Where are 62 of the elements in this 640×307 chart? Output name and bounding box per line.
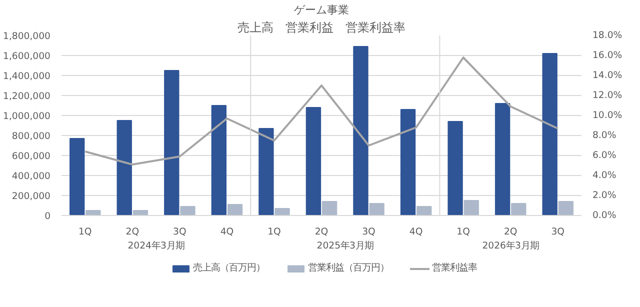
x-tick-label: 1Q xyxy=(456,226,470,238)
bar xyxy=(70,138,85,216)
bar xyxy=(369,203,384,216)
bar xyxy=(542,53,558,216)
y-tick-label: 1,400,000 xyxy=(3,71,51,82)
y2-tick-label: 0.0% xyxy=(592,210,616,221)
y-tick-label: 1,600,000 xyxy=(3,51,51,62)
x-tick-label: 3Q xyxy=(173,226,186,238)
x-tick-label: 3Q xyxy=(362,226,376,238)
y-tick-label: 1,200,000 xyxy=(3,91,51,102)
y-tick-label: 400,000 xyxy=(12,171,51,182)
y2-tick-label: 16.0% xyxy=(592,50,622,61)
legend-label: 営業利益（百万円） xyxy=(308,262,389,274)
bar xyxy=(353,46,368,216)
x-tick-label: 2Q xyxy=(126,226,140,238)
legend-label: 営業利益率 xyxy=(432,262,477,274)
bar xyxy=(322,201,338,216)
x-tick-label: 2Q xyxy=(314,226,328,238)
legend-label: 売上高（百万円） xyxy=(193,262,265,274)
y2-tick-label: 18.0% xyxy=(592,30,622,41)
x-tick-label: 1Q xyxy=(268,226,281,238)
text: 2024年3月期 xyxy=(128,240,184,252)
bar xyxy=(416,206,432,216)
y2-tick-label: 14.0% xyxy=(592,70,622,81)
bar xyxy=(258,128,274,216)
chart-subtitle: 売上高 営業利益 営業利益率 xyxy=(238,20,406,34)
bar xyxy=(116,120,132,216)
line-series xyxy=(84,56,559,166)
y-tick-label: 1,800,000 xyxy=(3,31,51,42)
y2-tick-label: 4.0% xyxy=(592,170,616,181)
bar xyxy=(306,107,322,216)
y-tick-label: 600,000 xyxy=(12,151,51,162)
bar xyxy=(274,208,290,216)
bar xyxy=(164,70,180,216)
y2-tick-label: 8.0% xyxy=(592,130,616,141)
bar xyxy=(494,103,510,216)
text: 2026年3月期 xyxy=(482,240,539,252)
bar xyxy=(180,206,196,216)
y2-tick-label: 6.0% xyxy=(592,150,616,161)
x-tick-label: 2Q xyxy=(504,226,518,238)
chart-title: ゲーム事業 xyxy=(294,4,349,16)
text: 2025年3月期 xyxy=(316,240,374,252)
bar xyxy=(448,121,463,216)
y2-tick-label: 12.0% xyxy=(592,90,622,101)
y2-tick-label: 2.0% xyxy=(592,190,616,201)
bar xyxy=(558,201,574,216)
y-tick-label: 0 xyxy=(44,211,51,222)
bar xyxy=(86,210,101,216)
y-tick-label: 800,000 xyxy=(12,131,51,142)
x-tick-label: 1Q xyxy=(78,226,92,238)
y-tick-label: 200,000 xyxy=(12,191,51,202)
y-tick-label: 1,000,000 xyxy=(3,111,51,122)
bar xyxy=(227,204,243,216)
bar xyxy=(464,200,479,216)
x-tick-label: 4Q xyxy=(409,226,423,238)
x-tick-label: 3Q xyxy=(551,226,565,238)
bar xyxy=(511,203,526,216)
x-tick-label: 4Q xyxy=(220,226,234,238)
bar xyxy=(400,109,416,216)
bar xyxy=(211,105,227,216)
bar xyxy=(132,210,148,216)
y2-tick-label: 10.0% xyxy=(592,110,622,121)
